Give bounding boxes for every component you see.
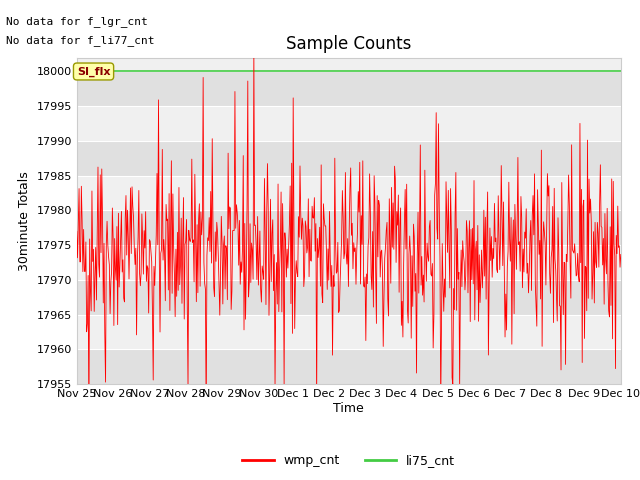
- Legend: wmp_cnt, li75_cnt: wmp_cnt, li75_cnt: [237, 449, 460, 472]
- Bar: [77, 245, 621, 280]
- Bar: [77, 141, 621, 176]
- Text: No data for f_li77_cnt: No data for f_li77_cnt: [6, 35, 155, 46]
- Bar: [77, 176, 621, 210]
- Bar: [77, 72, 621, 106]
- Bar: [77, 280, 621, 314]
- Y-axis label: 30minute Totals: 30minute Totals: [18, 171, 31, 271]
- Bar: [77, 349, 621, 384]
- Bar: [77, 210, 621, 245]
- X-axis label: Time: Time: [333, 402, 364, 415]
- Bar: [77, 106, 621, 141]
- Title: Sample Counts: Sample Counts: [286, 35, 412, 53]
- Bar: [77, 314, 621, 349]
- Text: No data for f_lgr_cnt: No data for f_lgr_cnt: [6, 16, 148, 27]
- Text: SI_flx: SI_flx: [77, 66, 110, 77]
